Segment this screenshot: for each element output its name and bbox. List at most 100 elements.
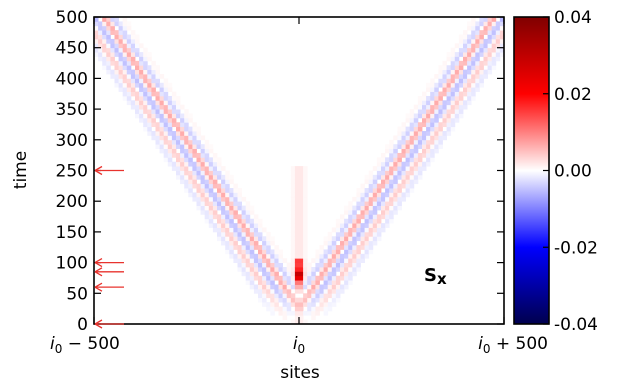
- heat-cell: [106, 56, 111, 62]
- heat-cell: [368, 174, 374, 180]
- heat-cell: [340, 240, 345, 246]
- heat-cell: [499, 52, 504, 57]
- heat-cell: [360, 205, 365, 211]
- y-axis-title: time: [11, 151, 31, 189]
- heat-cell: [422, 117, 427, 123]
- heat-cell: [130, 52, 136, 57]
- heat-cell: [463, 60, 468, 66]
- heat-cell: [409, 161, 415, 167]
- heat-cell: [401, 148, 406, 154]
- heat-cell: [303, 188, 308, 193]
- heat-cell: [155, 109, 160, 114]
- heat-cell: [467, 34, 472, 40]
- heat-cell: [102, 47, 107, 53]
- heat-cell: [94, 17, 99, 22]
- heat-cell: [376, 157, 382, 163]
- heat-cell: [253, 288, 259, 294]
- heat-cell: [479, 78, 484, 84]
- heat-cell: [299, 245, 304, 250]
- heat-cell: [229, 188, 234, 193]
- heat-cell: [188, 188, 193, 193]
- heat-cell: [479, 38, 484, 44]
- heat-cell: [180, 170, 185, 176]
- heat-cell: [262, 284, 267, 290]
- heat-cell: [159, 126, 165, 132]
- heat-cell: [397, 139, 402, 145]
- heat-cell: [167, 152, 173, 158]
- heat-cell: [270, 240, 275, 246]
- heat-cell: [458, 91, 464, 97]
- heat-cell: [130, 82, 136, 88]
- heat-cell: [233, 201, 238, 206]
- heat-cell: [335, 288, 341, 294]
- heat-cell: [368, 218, 374, 224]
- heat-cell: [303, 310, 308, 316]
- heat-cell: [188, 170, 193, 176]
- heat-cell: [413, 161, 419, 167]
- heat-cell: [106, 34, 111, 40]
- heat-cell: [167, 144, 173, 149]
- y-tick-label: 250: [56, 162, 88, 182]
- heat-cell: [344, 253, 349, 259]
- heat-cell: [212, 223, 218, 228]
- heat-cell: [299, 266, 304, 272]
- heat-cell: [94, 34, 99, 40]
- heat-cell: [315, 297, 320, 303]
- heat-cell: [442, 82, 447, 88]
- heat-cell: [303, 174, 308, 180]
- heat-cell: [221, 218, 226, 224]
- heat-cell: [200, 135, 206, 141]
- heat-cell: [467, 52, 472, 57]
- heat-cell: [376, 231, 382, 237]
- heat-cell: [303, 223, 308, 228]
- heat-cell: [130, 91, 136, 97]
- heat-cell: [200, 179, 206, 185]
- heat-cell: [491, 25, 497, 31]
- heat-cell: [311, 266, 316, 272]
- heat-cell: [442, 131, 447, 136]
- heat-cell: [233, 258, 238, 263]
- heat-cell: [467, 38, 472, 44]
- heat-cell: [110, 69, 115, 75]
- heat-cell: [471, 34, 476, 40]
- heat-cell: [364, 240, 370, 246]
- heat-cell: [294, 280, 300, 285]
- heat-cell: [463, 52, 468, 57]
- heat-cell: [192, 152, 197, 158]
- heat-cell: [237, 266, 242, 272]
- heat-cell: [274, 271, 279, 277]
- heat-cell: [282, 271, 288, 277]
- heat-cell: [422, 148, 427, 154]
- heat-cell: [237, 253, 242, 259]
- heat-cell: [442, 91, 447, 97]
- heat-cell: [299, 253, 304, 259]
- heat-cell: [290, 227, 296, 233]
- heat-cell: [176, 161, 181, 167]
- heat-cell: [237, 231, 242, 237]
- heat-cell: [192, 135, 197, 141]
- heat-cell: [139, 91, 144, 97]
- heat-cell: [212, 174, 218, 180]
- heat-cell: [340, 271, 345, 277]
- heat-cell: [167, 131, 173, 136]
- heat-cell: [426, 152, 431, 158]
- heat-cell: [241, 271, 247, 277]
- heat-cell: [282, 302, 288, 307]
- heat-cell: [356, 231, 361, 237]
- heat-cell: [176, 122, 181, 128]
- heat-cell: [241, 253, 247, 259]
- heat-cell: [208, 214, 214, 220]
- heat-cell: [389, 152, 394, 158]
- heat-cell: [368, 196, 374, 202]
- heat-cell: [196, 174, 201, 180]
- heat-cell: [413, 157, 419, 163]
- heat-cell: [94, 47, 99, 53]
- heat-cell: [471, 74, 476, 79]
- heat-cell: [356, 205, 361, 211]
- heat-cell: [372, 214, 378, 220]
- heat-cell: [422, 144, 427, 149]
- heat-cell: [303, 302, 308, 307]
- heat-cell: [311, 258, 316, 263]
- heat-cell: [192, 196, 197, 202]
- heat-cell: [307, 306, 312, 312]
